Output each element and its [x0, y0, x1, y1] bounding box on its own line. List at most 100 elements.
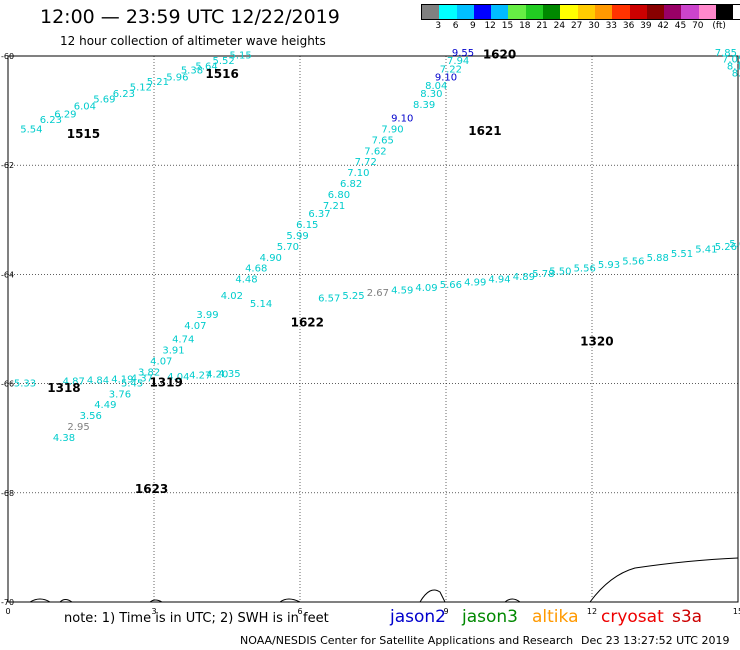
- wave-height-value: 7.90: [381, 124, 403, 135]
- page-title: 12:00 — 23:59 UTC 12/22/2019: [40, 6, 340, 28]
- wave-height-value: 4.87: [63, 377, 85, 388]
- color-scale-label: 70: [692, 21, 704, 31]
- gridlines: [8, 56, 738, 602]
- color-scale-label: 15: [501, 21, 514, 31]
- wave-height-value: 5.70: [277, 242, 299, 253]
- color-scale-label: 39: [640, 21, 652, 31]
- color-scale-label: (ft): [712, 21, 726, 31]
- color-swatch: [664, 5, 682, 19]
- wave-height-value: 7.21: [323, 201, 345, 212]
- track-label: 1620: [483, 48, 516, 62]
- wave-height-value: 4.07: [184, 321, 206, 332]
- x-tick-label: 3: [151, 607, 156, 616]
- wave-height-value: 5.78: [532, 269, 554, 280]
- wave-height-value: 7.65: [372, 135, 394, 146]
- map-border: [7, 55, 739, 603]
- wave-height-value: 5.41: [695, 245, 717, 256]
- wave-height-value: 5.64: [729, 239, 740, 250]
- wave-height-value: 4.74: [172, 335, 194, 346]
- credit-text: NOAA/NESDIS Center for Satellite Applica…: [240, 634, 574, 647]
- wave-height-value: 4.37: [131, 373, 153, 384]
- color-swatch: [612, 5, 630, 19]
- y-tick-label: -70: [1, 598, 14, 607]
- y-tick-label: -68: [1, 489, 14, 498]
- wave-height-value: 9.55: [452, 48, 474, 59]
- wave-height-value: 4.99: [464, 277, 486, 288]
- track-label: 1622: [291, 315, 324, 329]
- wave-height-value: 5.66: [440, 280, 462, 291]
- color-swatch: [473, 5, 492, 19]
- wave-height-value: 4.89: [513, 272, 535, 283]
- color-swatch: [594, 5, 613, 19]
- satellite-s3a: s3a: [672, 607, 703, 627]
- wave-height-value: 5.56: [574, 264, 596, 275]
- color-scale-label: 21: [536, 21, 548, 31]
- wave-height-value: 4.84: [87, 376, 109, 387]
- wave-height-value: 6.80: [328, 190, 350, 201]
- wave-height-value: 5.33: [14, 378, 36, 389]
- wave-height-value: 4.38: [53, 433, 75, 444]
- satellite-cryosat: cryosat: [601, 607, 664, 627]
- wave-height-value: 5.14: [250, 299, 272, 310]
- color-swatch: [508, 5, 526, 19]
- color-swatch: [439, 5, 457, 19]
- wave-height-value: 7.94: [447, 56, 469, 67]
- wave-height-value: 4.94: [488, 275, 510, 286]
- wave-height-value: 5.51: [671, 249, 693, 260]
- wave-height-value: 2.67: [367, 288, 389, 299]
- wave-height-value: 6.15: [296, 220, 318, 231]
- color-swatch: [525, 5, 544, 19]
- satellite-jason2: jason2: [390, 607, 446, 627]
- color-swatch: [629, 5, 647, 19]
- color-swatch: [698, 5, 717, 19]
- wave-height-value: 5.93: [598, 260, 620, 271]
- wave-height-value: 4.07: [150, 356, 172, 367]
- y-tick-label: -64: [1, 270, 14, 279]
- track-label: 1621: [468, 124, 501, 138]
- wave-height-value: 3.99: [196, 310, 218, 321]
- wave-height-value: 4.27: [189, 371, 211, 382]
- wave-height-value: 5.38: [181, 65, 203, 76]
- wave-height-value: 4.02: [221, 291, 243, 302]
- wave-height-value: 6.23: [113, 89, 135, 100]
- wave-height-value: 8.30: [420, 89, 442, 100]
- wave-height-value: 5.45: [121, 378, 143, 389]
- satellite-altika: altika: [532, 607, 579, 627]
- color-scale-label: 30: [588, 21, 600, 31]
- color-scale-legend: 3 6 9 12 15 18 21 24 27 30 33 36 39 42 45 70 (ft): [421, 4, 740, 32]
- wave-height-value: 5.25: [342, 291, 364, 302]
- wave-height-value: 7.05: [722, 55, 740, 66]
- wave-height-value: 6.29: [54, 110, 76, 121]
- satellite-jason3: jason3: [462, 607, 518, 627]
- wave-height-value: 9.10: [391, 114, 413, 125]
- wave-height-value: 5.26: [715, 242, 737, 253]
- timestamp-text: Dec 23 13:27:52 UTC 2019: [581, 634, 730, 647]
- color-scale-label: 18: [519, 21, 531, 31]
- wave-height-value: 3.56: [80, 411, 102, 422]
- color-scale-labels: 3 6 9 12 15 18 21 24 27 30 33 36 39 42 45 70 (ft): [421, 20, 740, 32]
- color-swatch: [560, 5, 578, 19]
- wave-height-value: 5.52: [212, 56, 234, 67]
- wave-height-value: 7.22: [440, 64, 462, 75]
- color-scale-label: 9: [470, 21, 476, 31]
- color-scale-label: 27: [570, 21, 583, 31]
- color-swatch: [422, 5, 440, 19]
- track-label: 1319: [149, 375, 182, 389]
- wave-height-value: 4.90: [260, 253, 282, 264]
- color-swatch: [646, 5, 665, 19]
- wave-height-value: 9.10: [435, 73, 457, 84]
- x-tick-label: 0: [5, 607, 10, 616]
- track-label: 1623: [135, 482, 168, 496]
- wave-height-value: 5.88: [647, 253, 669, 264]
- color-scale-label: 24: [553, 21, 566, 31]
- wave-height-value: 8.02: [732, 69, 740, 80]
- color-swatch: [716, 5, 734, 19]
- color-scale-label: 33: [605, 21, 618, 31]
- wave-height-value: 4.19: [111, 375, 133, 386]
- color-swatch: [577, 5, 595, 19]
- y-tick-label: -62: [1, 161, 14, 170]
- wave-height-value: 8.14: [727, 62, 740, 73]
- wave-height-value: 4.48: [235, 275, 257, 286]
- track-label: 1515: [67, 127, 100, 141]
- color-scale-label: 6: [452, 21, 459, 31]
